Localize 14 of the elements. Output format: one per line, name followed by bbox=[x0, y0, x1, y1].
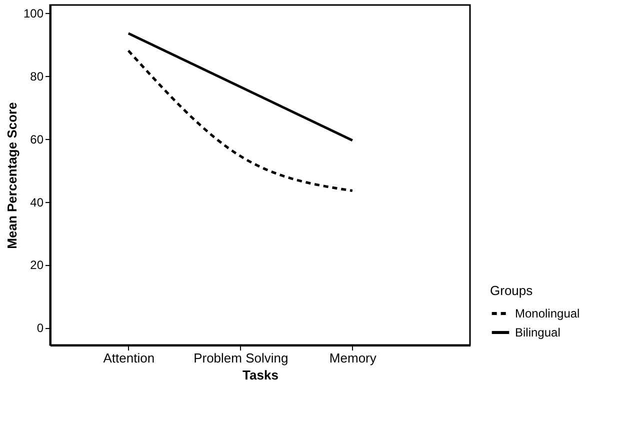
legend-label: Bilingual bbox=[515, 326, 560, 340]
y-tick-label: 100 bbox=[23, 6, 44, 20]
x-tick-label: Attention bbox=[103, 350, 155, 366]
x-tick-label: Problem Solving bbox=[194, 350, 288, 366]
y-tick-label: 40 bbox=[30, 195, 44, 210]
y-tick-label: 60 bbox=[30, 132, 44, 146]
y-tick-label: 80 bbox=[30, 69, 44, 84]
y-axis-title: Mean Percentage Score bbox=[4, 102, 20, 249]
y-tick-label: 0 bbox=[36, 321, 44, 336]
legend-label: Monolingual bbox=[515, 306, 580, 320]
y-tick-label: 20 bbox=[30, 258, 44, 272]
x-tick-label: Memory bbox=[329, 350, 377, 366]
legend-title: Groups bbox=[490, 283, 534, 298]
x-axis-title: Tasks bbox=[242, 368, 278, 382]
